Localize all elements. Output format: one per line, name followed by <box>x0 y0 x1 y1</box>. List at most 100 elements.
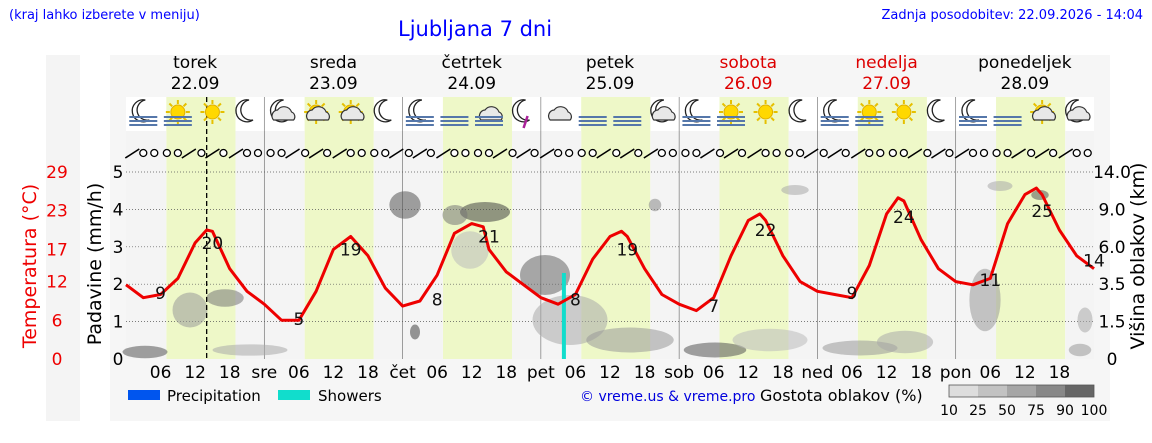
wind-barb-icon <box>772 148 781 158</box>
wind-barb-icon <box>435 148 451 159</box>
wind-barb-icon <box>930 148 946 159</box>
x-tick-label: 06 <box>841 363 863 383</box>
wind-barb-icon <box>381 148 390 158</box>
fog-icon <box>613 116 642 126</box>
wind-barb-icon <box>1026 148 1036 158</box>
cloud-density-swatch <box>949 385 978 397</box>
wind-barb-icon <box>692 148 701 158</box>
daylight-band <box>719 97 789 359</box>
x-tick-label: 06 <box>288 363 310 383</box>
cloud-density-patch <box>586 327 674 353</box>
night-band <box>373 131 443 359</box>
wind-barb-icon <box>242 148 252 158</box>
wind-barb-icon <box>1034 148 1050 159</box>
wind-barb-icon <box>530 148 539 158</box>
precipitation-tick: 2 <box>113 275 124 295</box>
cloud-density-patch <box>1068 343 1092 357</box>
cloud-icon <box>548 106 572 121</box>
x-tick-label: 06 <box>979 363 1001 383</box>
wind-barb-icon <box>285 148 301 159</box>
wind-barb-icon <box>388 148 404 159</box>
cloud-density-patch <box>732 328 808 352</box>
x-tick-label: pon <box>940 363 972 383</box>
temperature-label: 25 <box>1031 202 1053 222</box>
temperature-label: 9 <box>847 284 858 304</box>
wind-barb-icon <box>699 148 715 159</box>
cloud-height-tick: 1.5 <box>1098 313 1125 333</box>
fog-cloud-icon <box>475 106 503 126</box>
wind-barb-icon <box>516 148 532 159</box>
wind-barb-icon <box>553 148 563 158</box>
temperature-label: 5 <box>293 310 304 330</box>
cloud-density-patch <box>1077 307 1093 333</box>
cloud-density-patch <box>389 191 421 219</box>
wind-barb-icon <box>508 148 517 158</box>
wind-barb-icon <box>819 148 828 158</box>
wind-barb-icon <box>492 148 508 159</box>
wind-barb-icon <box>426 148 436 158</box>
temperature-label: 9 <box>155 284 166 304</box>
cloud-density-swatch <box>1036 385 1065 397</box>
showers-bar <box>561 272 566 359</box>
wind-barb-icon <box>412 148 428 159</box>
x-tick-label: 18 <box>1049 363 1071 383</box>
cloud-height-tick: 0 <box>1107 350 1118 370</box>
temperature-label: 19 <box>340 240 362 260</box>
temperature-label: 11 <box>979 271 1001 291</box>
moon-fog-icon <box>405 99 434 126</box>
x-tick-label: 12 <box>737 363 759 383</box>
wind-barb-icon <box>346 148 355 158</box>
wind-barb-icon <box>181 148 197 159</box>
wind-barb-icon <box>404 148 414 158</box>
wind-barb-icon <box>1072 148 1081 158</box>
x-tick-label: 18 <box>495 363 517 383</box>
x-tick-label: 12 <box>184 363 206 383</box>
wind-barb-icon <box>539 148 555 159</box>
cloud-density-tick: 50 <box>998 403 1016 419</box>
precipitation-axis-title: Padavine (mm/h) <box>84 183 106 346</box>
wind-barb-icon <box>634 148 643 158</box>
precipitation-tick: 5 <box>113 163 124 183</box>
wind-barb-icon <box>888 148 898 158</box>
fog-icon <box>578 116 607 126</box>
wind-barb-icon <box>484 148 494 158</box>
wind-barb-icon <box>827 148 843 159</box>
day-name: nedelja <box>855 53 917 73</box>
x-tick-label: 12 <box>599 363 621 383</box>
temperature-label: 24 <box>893 208 915 228</box>
x-tick-label: sob <box>664 363 694 383</box>
x-tick-label: pet <box>527 363 555 383</box>
cloud-density-swatch <box>978 385 1007 397</box>
wind-barb-icon <box>173 148 183 158</box>
temperature-tick: 23 <box>46 202 68 222</box>
wind-barb-icon <box>723 148 739 159</box>
temperature-label: 7 <box>708 297 719 317</box>
wind-barb-icon <box>747 148 763 159</box>
temperature-tick: 12 <box>46 273 68 293</box>
wind-barb-icon <box>139 148 148 158</box>
temperature-label: 21 <box>478 228 500 248</box>
wind-barb-icon <box>1003 148 1012 158</box>
cloud-density-patch <box>781 185 809 195</box>
cloud-density-tick: 75 <box>1027 403 1045 419</box>
precipitation-tick: 1 <box>113 313 124 333</box>
sun-cloud-icon <box>1030 100 1056 124</box>
wind-barb-icon <box>461 148 470 158</box>
night-band <box>126 131 167 359</box>
showers-swatch <box>278 390 310 400</box>
wind-barb-icon <box>1048 148 1058 158</box>
cloud-density-tick: 10 <box>940 403 958 419</box>
wind-barb-icon <box>219 148 228 158</box>
wind-barb-icon <box>150 148 159 158</box>
sun-fog-icon <box>163 100 192 126</box>
wind-barb-icon <box>204 148 220 159</box>
x-tick-label: 12 <box>876 363 898 383</box>
x-tick-label: 12 <box>1014 363 1036 383</box>
axis-band <box>46 55 80 421</box>
wind-barb-icon <box>923 148 932 158</box>
temperature-label: 8 <box>570 290 581 310</box>
precipitation-tick: 3 <box>113 238 124 258</box>
copyright: © vreme.us & vreme.pro <box>580 389 755 405</box>
moon-icon <box>926 99 945 123</box>
